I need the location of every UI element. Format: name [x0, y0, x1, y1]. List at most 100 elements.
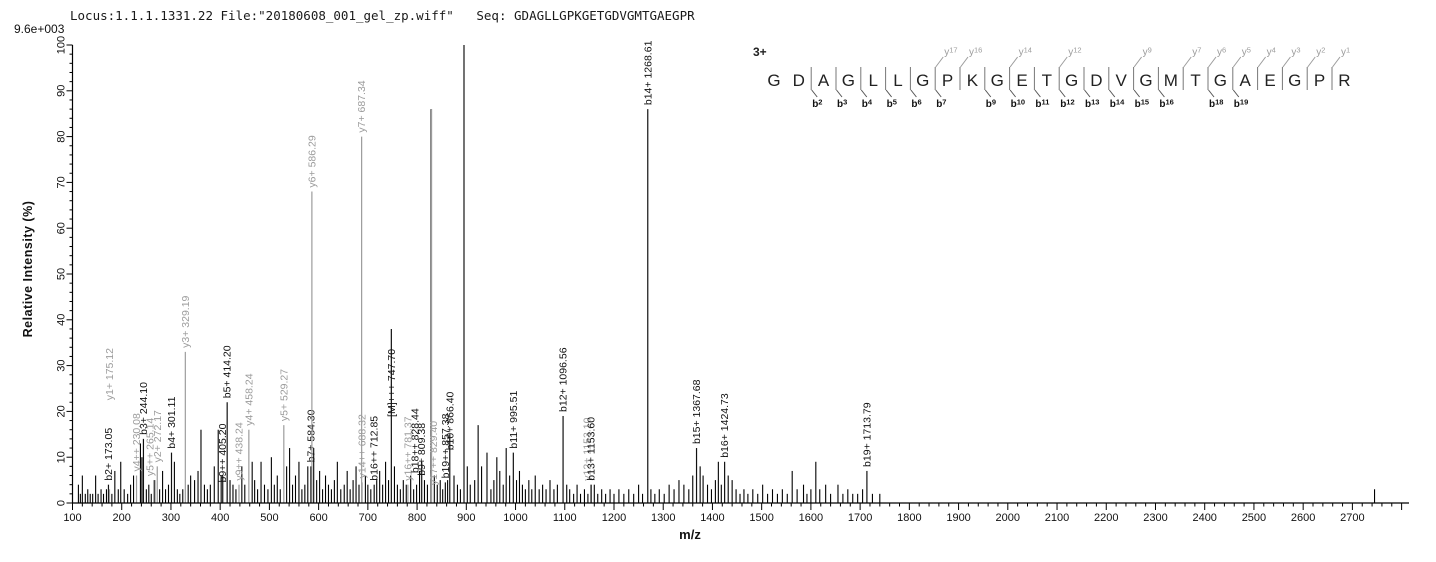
x-axis-tick-label: 1900: [946, 512, 970, 524]
x-axis-tick-label: 2200: [1094, 512, 1118, 524]
y-axis-tick-label: 10: [56, 451, 68, 463]
y-ion-tick: [1133, 56, 1143, 68]
y-ion-tick: [1208, 56, 1217, 68]
b-ion-marker-label: b14: [1110, 98, 1125, 111]
y-ion-marker-label: y1: [1341, 46, 1350, 59]
x-axis-tick-label: 1200: [602, 512, 626, 524]
b-ion-tick: [1108, 89, 1116, 98]
x-axis-tick-label: 900: [457, 512, 475, 524]
b-ion-marker-label: b10: [1011, 98, 1025, 111]
y-axis-tick-label: 60: [56, 222, 68, 234]
y-ion-marker-label: y14: [1019, 46, 1032, 59]
y-ion-tick: [1059, 56, 1068, 68]
peak-label: y14++ 688.32: [357, 414, 369, 478]
residue-letter: T: [1190, 71, 1200, 90]
peak-label: y5++ 265.14: [144, 418, 156, 477]
x-axis-title: m/z: [679, 527, 701, 542]
x-axis-tick-label: 300: [162, 512, 180, 524]
b-ion-tick: [1009, 89, 1016, 98]
x-axis-tick-label: 1500: [749, 512, 773, 524]
x-axis-tick-label: 1600: [799, 512, 823, 524]
residue-letter: G: [916, 71, 929, 90]
b-ion-tick: [984, 89, 992, 98]
x-axis-tick-label: 2000: [996, 512, 1020, 524]
y-ion-tick: [960, 56, 969, 68]
residue-letter: L: [868, 71, 877, 90]
b-ion-tick: [860, 89, 868, 98]
residue-letter: A: [1240, 71, 1252, 90]
y-ion-marker-label: y16: [969, 46, 982, 59]
residue-letter: D: [793, 71, 805, 90]
y-ion-marker-label: y5: [1242, 46, 1251, 59]
b-ion-marker-label: b9: [986, 98, 996, 111]
y-ion-marker-label: y6: [1217, 46, 1226, 59]
peak-label: b5+ 414.20: [222, 345, 234, 398]
y-axis-tick-label: 80: [56, 130, 68, 142]
y-ion-tick: [1282, 56, 1291, 68]
b-ion-tick: [885, 89, 892, 98]
b-ion-marker-label: b12: [1060, 98, 1074, 111]
peak-label: b9++ 405.20: [217, 423, 229, 482]
residue-letter: E: [1264, 71, 1275, 90]
x-axis-tick-label: 2700: [1340, 512, 1364, 524]
residue-letter: M: [1164, 71, 1178, 90]
b-ion-marker-label: b6: [911, 98, 921, 111]
residue-letter: G: [1288, 71, 1301, 90]
y-ion-marker-label: y4: [1267, 46, 1276, 59]
x-axis-tick-label: 200: [113, 512, 131, 524]
peak-label: y12+ 1153.10: [581, 417, 593, 480]
peak-label: b2+ 173.05: [103, 428, 115, 481]
residue-letter: A: [818, 71, 830, 90]
residue-letter: G: [842, 71, 855, 90]
residue-letter: G: [991, 71, 1004, 90]
x-axis-tick-label: 2500: [1242, 512, 1266, 524]
x-axis-tick-label: 1400: [700, 512, 724, 524]
residue-letter: G: [1139, 71, 1152, 90]
peak-label: b19++ 857.38: [440, 413, 452, 478]
b-ion-tick: [1208, 89, 1215, 98]
x-axis-tick-label: 600: [309, 512, 327, 524]
b-ion-marker-label: b13: [1085, 98, 1099, 111]
peak-label: y16++ 781.37: [402, 416, 414, 480]
y-axis-tick-label: 100: [56, 36, 68, 54]
intensity-scale-label: 9.6e+003: [14, 22, 65, 36]
residue-letter: K: [967, 71, 979, 90]
x-axis-tick-label: 2300: [1143, 512, 1167, 524]
x-axis-tick-label: 2600: [1291, 512, 1315, 524]
residue-letter: G: [1065, 71, 1078, 90]
b-ion-marker-label: b19: [1234, 98, 1248, 111]
y-axis-tick-label: 0: [56, 500, 68, 506]
x-axis-tick-label: 1300: [651, 512, 675, 524]
x-axis-tick-label: 2100: [1045, 512, 1069, 524]
peak-label: b16++ 712.85: [369, 416, 381, 481]
b-ion-marker-label: b16: [1159, 98, 1173, 111]
b-ion-tick: [910, 89, 917, 98]
b-ion-tick: [1158, 89, 1165, 98]
b-ion-marker-label: b15: [1135, 98, 1149, 111]
peak-label: b9+ 809.38: [416, 423, 428, 476]
peak-label: b11+ 995.51: [508, 391, 520, 449]
y-ion-marker-label: y2: [1316, 46, 1325, 59]
peak-label: y9++ 438.24: [234, 422, 246, 481]
peak-label: b12+ 1096.56: [558, 347, 570, 412]
y-axis-tick-label: 40: [56, 314, 68, 326]
y-axis-tick-label: 90: [56, 85, 68, 97]
residue-letter: L: [893, 71, 902, 90]
residue-letter: E: [1016, 71, 1027, 90]
b-ion-tick: [935, 89, 942, 98]
y-ion-marker-label: y17: [944, 46, 957, 59]
locus-file-seq-info: Locus:1.1.1.1331.22 File:"20180608_001_g…: [70, 8, 695, 23]
b-ion-tick: [836, 89, 843, 98]
b-ion-tick: [1232, 89, 1240, 98]
residue-letter: P: [942, 71, 953, 90]
peak-label: y6+ 586.29: [306, 135, 318, 187]
x-axis-tick-label: 1700: [848, 512, 872, 524]
peak-label: y7+ 687.34: [356, 80, 368, 132]
b-ion-tick: [1059, 89, 1066, 98]
y-ion-marker-label: y9: [1143, 46, 1152, 59]
x-axis-tick-label: 100: [63, 512, 81, 524]
y-axis-tick-label: 20: [56, 405, 68, 417]
peak-label: b19+ 1713.79: [861, 402, 873, 467]
